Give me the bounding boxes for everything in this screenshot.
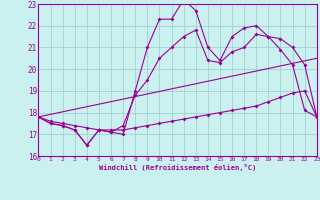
X-axis label: Windchill (Refroidissement éolien,°C): Windchill (Refroidissement éolien,°C): [99, 164, 256, 171]
